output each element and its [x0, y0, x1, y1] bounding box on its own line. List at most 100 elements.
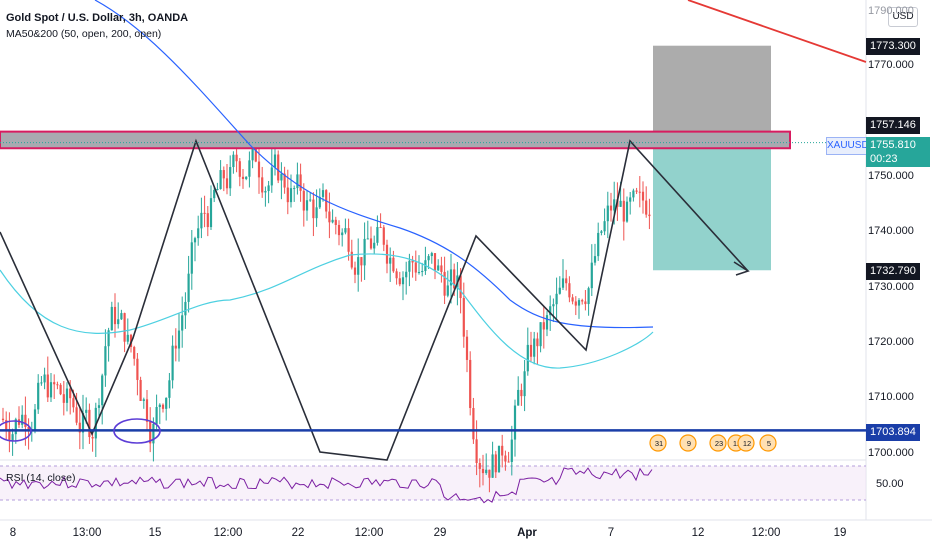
candle-body: [379, 227, 382, 229]
price-label-1730: 1730.000: [868, 281, 914, 293]
candle-body: [21, 414, 24, 425]
candle-body: [609, 205, 613, 211]
arrow-head: [733, 261, 750, 276]
time-label: 12: [691, 527, 705, 539]
event-flag-icon[interactable]: 31: [649, 434, 667, 452]
candle-body: [504, 455, 507, 462]
candle-body: [366, 238, 369, 240]
candle-body: [190, 242, 193, 274]
candle-body: [184, 301, 187, 316]
candle-body: [571, 297, 574, 302]
candle-body: [443, 271, 446, 296]
candle-body: [357, 257, 360, 275]
candle-body: [337, 224, 341, 236]
price-label-1710: 1710.000: [868, 391, 914, 403]
price-label-1740: 1740.000: [868, 225, 914, 237]
resistance-zone: [0, 130, 791, 150]
candle-body: [264, 191, 267, 193]
time-label: 29: [433, 527, 447, 539]
time-label: 15: [148, 527, 162, 539]
candle-body: [561, 278, 565, 288]
candle-body: [353, 267, 357, 275]
candle-body: [49, 382, 53, 398]
candle-body: [581, 300, 584, 302]
candle-body: [545, 315, 549, 330]
candle-body: [523, 371, 526, 397]
candle-body: [542, 322, 545, 330]
time-label: 12:00: [751, 527, 781, 539]
candle-body: [408, 260, 411, 272]
candle-body: [625, 201, 629, 222]
candle-body: [417, 271, 421, 273]
candle-body: [14, 419, 17, 435]
candle-body: [126, 334, 129, 342]
candle-body: [331, 219, 334, 223]
candle-body: [401, 277, 405, 285]
event-count: 12: [733, 439, 741, 448]
candle-body: [33, 409, 37, 430]
trendline: [687, 0, 867, 63]
candle-body: [216, 188, 219, 191]
event-flag-icon[interactable]: 23: [709, 434, 727, 452]
candle-body: [113, 306, 117, 325]
candle-body: [334, 219, 337, 225]
candle-body: [411, 260, 414, 263]
price-tag-target: 1732.790: [866, 263, 920, 280]
candle-body: [648, 214, 651, 217]
candle-body: [414, 262, 417, 273]
candle-body: [203, 212, 206, 214]
candle-body: [389, 257, 392, 264]
candle-body: [254, 144, 257, 162]
time-label: 8: [9, 527, 17, 539]
currency-button[interactable]: USD: [888, 7, 918, 27]
price-label-1700: 1700.000: [868, 447, 914, 459]
candles: [1, 136, 651, 493]
event-count: 31: [655, 439, 663, 448]
rsi-legend[interactable]: RSI (14, close): [6, 472, 76, 484]
candle-body: [494, 454, 497, 473]
candle-body: [97, 405, 101, 408]
candle-body: [142, 399, 145, 401]
time-label: 7: [607, 527, 615, 539]
candle-body: [302, 190, 305, 211]
event-flag-icon[interactable]: 9: [679, 434, 697, 452]
indicator-legend[interactable]: MA50&200 (50, open, 200, open): [6, 28, 162, 40]
overlays: 31 9 23 12 12 5: [0, 0, 867, 504]
candle-body: [280, 173, 283, 181]
candle-body: [296, 174, 299, 189]
candle-body: [257, 161, 261, 178]
candle-body: [85, 409, 88, 413]
candle-body: [53, 382, 56, 385]
candle-body: [5, 420, 8, 430]
candle-body: [155, 406, 158, 424]
candle-body: [309, 199, 312, 201]
candle-body: [213, 190, 216, 199]
candle-body: [91, 437, 94, 439]
event-circle: [759, 434, 777, 452]
candle-body: [632, 190, 635, 198]
candle-body: [619, 200, 622, 207]
candle-body: [123, 313, 126, 342]
candle-body: [43, 374, 46, 383]
candle-body: [139, 379, 142, 401]
candle-body: [232, 154, 235, 168]
event-flag-icon[interactable]: 12: [737, 434, 755, 452]
candle-body: [72, 398, 75, 408]
candle-body: [59, 384, 62, 395]
candle-body: [267, 185, 270, 192]
candle-body: [472, 408, 475, 440]
candle-body: [200, 212, 203, 229]
candle-body: [165, 397, 168, 409]
candle-body: [350, 251, 353, 268]
candle-body: [328, 211, 331, 223]
candle-body: [376, 227, 379, 243]
candle-body: [449, 269, 453, 286]
candle-body: [245, 176, 248, 179]
candle-body: [587, 288, 590, 305]
candle-body: [497, 445, 501, 473]
candle-body: [321, 190, 325, 197]
candle-body: [312, 199, 315, 219]
event-flag-icon[interactable]: 5: [759, 434, 777, 452]
